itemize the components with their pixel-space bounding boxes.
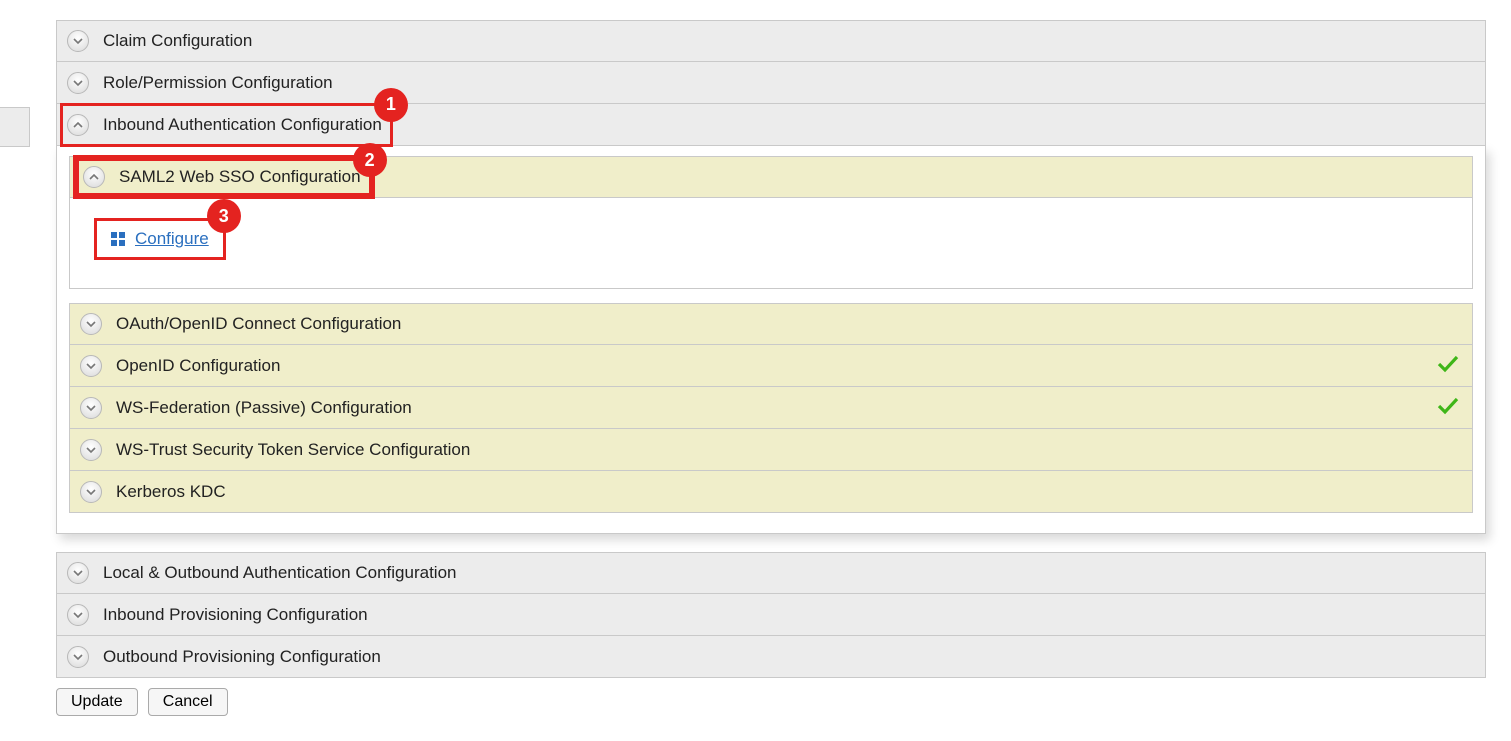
section-label: Inbound Authentication Configuration: [103, 115, 382, 135]
checkmark-icon: [1436, 394, 1460, 422]
section-claim-configuration[interactable]: Claim Configuration: [56, 20, 1486, 62]
inbound-auth-panel: SAML2 Web SSO Configuration 2 Configure …: [56, 146, 1486, 534]
annotation-badge-1: 1: [374, 88, 408, 122]
chevron-down-icon: [80, 397, 102, 419]
chevron-down-icon: [80, 313, 102, 335]
section-ws-trust-sts[interactable]: WS-Trust Security Token Service Configur…: [69, 429, 1473, 471]
section-inbound-authentication[interactable]: Inbound Authentication Configuration 1: [56, 104, 1486, 146]
section-outbound-provisioning[interactable]: Outbound Provisioning Configuration: [56, 636, 1486, 678]
section-label: Local & Outbound Authentication Configur…: [103, 563, 456, 583]
section-ws-federation[interactable]: WS-Federation (Passive) Configuration: [69, 387, 1473, 429]
section-local-outbound-auth[interactable]: Local & Outbound Authentication Configur…: [56, 552, 1486, 594]
section-label: Outbound Provisioning Configuration: [103, 647, 381, 667]
checkmark-icon: [1436, 352, 1460, 380]
saml2-body: Configure 3: [69, 198, 1473, 289]
section-role-permission[interactable]: Role/Permission Configuration: [56, 62, 1486, 104]
configure-link[interactable]: Configure: [135, 229, 209, 249]
button-row: Update Cancel: [56, 678, 1486, 736]
chevron-down-icon: [80, 481, 102, 503]
annotation-badge-2: 2: [353, 143, 387, 177]
highlight-box-2: SAML2 Web SSO Configuration 2: [76, 158, 372, 196]
chevron-up-icon: [83, 166, 105, 188]
chevron-down-icon: [80, 439, 102, 461]
config-container: Claim Configuration Role/Permission Conf…: [56, 20, 1486, 736]
section-label: OpenID Configuration: [116, 356, 280, 376]
chevron-down-icon: [67, 562, 89, 584]
update-button[interactable]: Update: [56, 688, 138, 716]
section-inbound-provisioning[interactable]: Inbound Provisioning Configuration: [56, 594, 1486, 636]
chevron-down-icon: [80, 355, 102, 377]
chevron-down-icon: [67, 30, 89, 52]
section-openid[interactable]: OpenID Configuration: [69, 345, 1473, 387]
chevron-up-icon: [67, 114, 89, 136]
section-label: Claim Configuration: [103, 31, 252, 51]
configure-icon: [111, 232, 125, 246]
cancel-button[interactable]: Cancel: [148, 688, 228, 716]
section-label: Inbound Provisioning Configuration: [103, 605, 368, 625]
section-label: SAML2 Web SSO Configuration: [119, 167, 361, 187]
chevron-down-icon: [67, 604, 89, 626]
section-label: OAuth/OpenID Connect Configuration: [116, 314, 401, 334]
section-label: Kerberos KDC: [116, 482, 226, 502]
section-saml2-sso[interactable]: SAML2 Web SSO Configuration 2: [69, 156, 1473, 198]
section-label: Role/Permission Configuration: [103, 73, 333, 93]
section-label: WS-Federation (Passive) Configuration: [116, 398, 412, 418]
section-kerberos-kdc[interactable]: Kerberos KDC: [69, 471, 1473, 513]
highlight-box-3: Configure 3: [94, 218, 226, 260]
highlight-box-1: Inbound Authentication Configuration 1: [63, 106, 390, 144]
left-panel-stub: [0, 107, 30, 147]
chevron-down-icon: [67, 72, 89, 94]
annotation-badge-3: 3: [207, 199, 241, 233]
section-oauth-openid-connect[interactable]: OAuth/OpenID Connect Configuration: [69, 303, 1473, 345]
section-label: WS-Trust Security Token Service Configur…: [116, 440, 470, 460]
page-root: Claim Configuration Role/Permission Conf…: [0, 0, 1511, 741]
chevron-down-icon: [67, 646, 89, 668]
